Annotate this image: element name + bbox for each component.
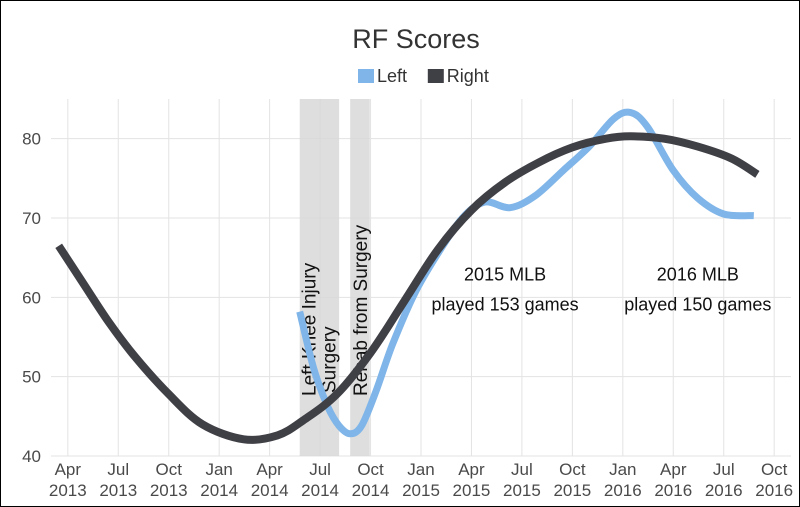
x-tick-year: 2015 — [402, 481, 440, 500]
x-tick-month: Jul — [713, 460, 735, 479]
x-tick-month: Apr — [458, 460, 485, 479]
x-tick-month: Jul — [107, 460, 129, 479]
x-tick-year: 2014 — [251, 481, 289, 500]
x-tick-label: Apr 2015 — [453, 460, 491, 500]
annotation-text: 2016 MLB played 150 games — [624, 264, 771, 314]
x-tick-month: Jan — [205, 460, 232, 479]
y-tick-label: 60 — [22, 288, 41, 307]
annotation-line-1: 2016 MLB — [657, 264, 739, 284]
x-tick-month: Apr — [256, 460, 283, 479]
x-tick-label: Oct 2016 — [755, 460, 793, 500]
band-label-bottom: Surgery — [319, 326, 340, 393]
x-tick-year: 2016 — [705, 481, 743, 500]
x-tick-month: Oct — [761, 460, 788, 479]
x-tick-year: 2016 — [654, 481, 692, 500]
legend-swatch-right — [427, 69, 444, 83]
x-tick-year: 2013 — [99, 481, 137, 500]
legend-label-right: Right — [447, 66, 489, 86]
x-tick-year: 2015 — [553, 481, 591, 500]
legend-swatch-left — [358, 69, 374, 83]
x-tick-label: Jul 2013 — [99, 460, 137, 500]
x-tick-year: 2016 — [755, 481, 793, 500]
x-tick-month: Apr — [660, 460, 687, 479]
x-tick-label: Oct 2014 — [352, 460, 390, 500]
x-tick-year: 2013 — [49, 481, 87, 500]
x-tick-month: Jan — [609, 460, 636, 479]
series-line-right — [55, 132, 760, 444]
x-tick-label: Apr 2014 — [251, 460, 289, 500]
x-tick-label: Jul 2014 — [301, 460, 339, 500]
legend-label-left: Left — [377, 66, 407, 86]
x-tick-month: Jan — [407, 460, 434, 479]
x-tick-year: 2014 — [200, 481, 238, 500]
x-tick-month: Oct — [156, 460, 183, 479]
x-tick-label: Apr 2016 — [654, 460, 692, 500]
x-tick-year: 2014 — [352, 481, 390, 500]
x-tick-year: 2013 — [150, 481, 188, 500]
y-tick-label: 50 — [22, 368, 41, 387]
annotation-text: 2015 MLB played 153 games — [432, 264, 579, 314]
y-tick-label: 80 — [22, 130, 41, 149]
x-tick-year: 2015 — [453, 481, 491, 500]
annotation-line-2: played 150 games — [624, 294, 771, 314]
x-tick-label: Jul 2015 — [503, 460, 541, 500]
annotations: 2015 MLB played 153 games 2016 MLB played 1… — [432, 264, 772, 314]
y-tick-label: 70 — [22, 209, 41, 228]
x-tick-year: 2015 — [503, 481, 541, 500]
x-tick-label: Jul 2016 — [705, 460, 743, 500]
annotation-line-1: 2015 MLB — [464, 264, 546, 284]
chart-title: RF Scores — [352, 24, 480, 54]
x-tick-year: 2014 — [301, 481, 339, 500]
legend: Left Right — [358, 66, 489, 86]
event-bands: Left Knee Injury Surgery Rehab from Surger… — [299, 99, 372, 456]
x-tick-month: Oct — [559, 460, 586, 479]
x-tick-month: Jul — [511, 460, 533, 479]
x-tick-label: Oct 2013 — [150, 460, 188, 500]
x-tick-month: Oct — [357, 460, 384, 479]
x-tick-label: Apr 2013 — [49, 460, 87, 500]
x-tick-year: 2016 — [604, 481, 642, 500]
x-tick-label: Jan 2016 — [604, 460, 642, 500]
x-tick-label: Jan 2014 — [200, 460, 238, 500]
annotation-line-2: played 153 games — [432, 294, 579, 314]
y-tick-label: 40 — [22, 447, 41, 466]
x-tick-label: Jan 2015 — [402, 460, 440, 500]
x-tick-label: Oct 2015 — [553, 460, 591, 500]
x-tick-month: Jul — [309, 460, 331, 479]
series-lines — [55, 108, 760, 444]
x-tick-month: Apr — [55, 460, 82, 479]
